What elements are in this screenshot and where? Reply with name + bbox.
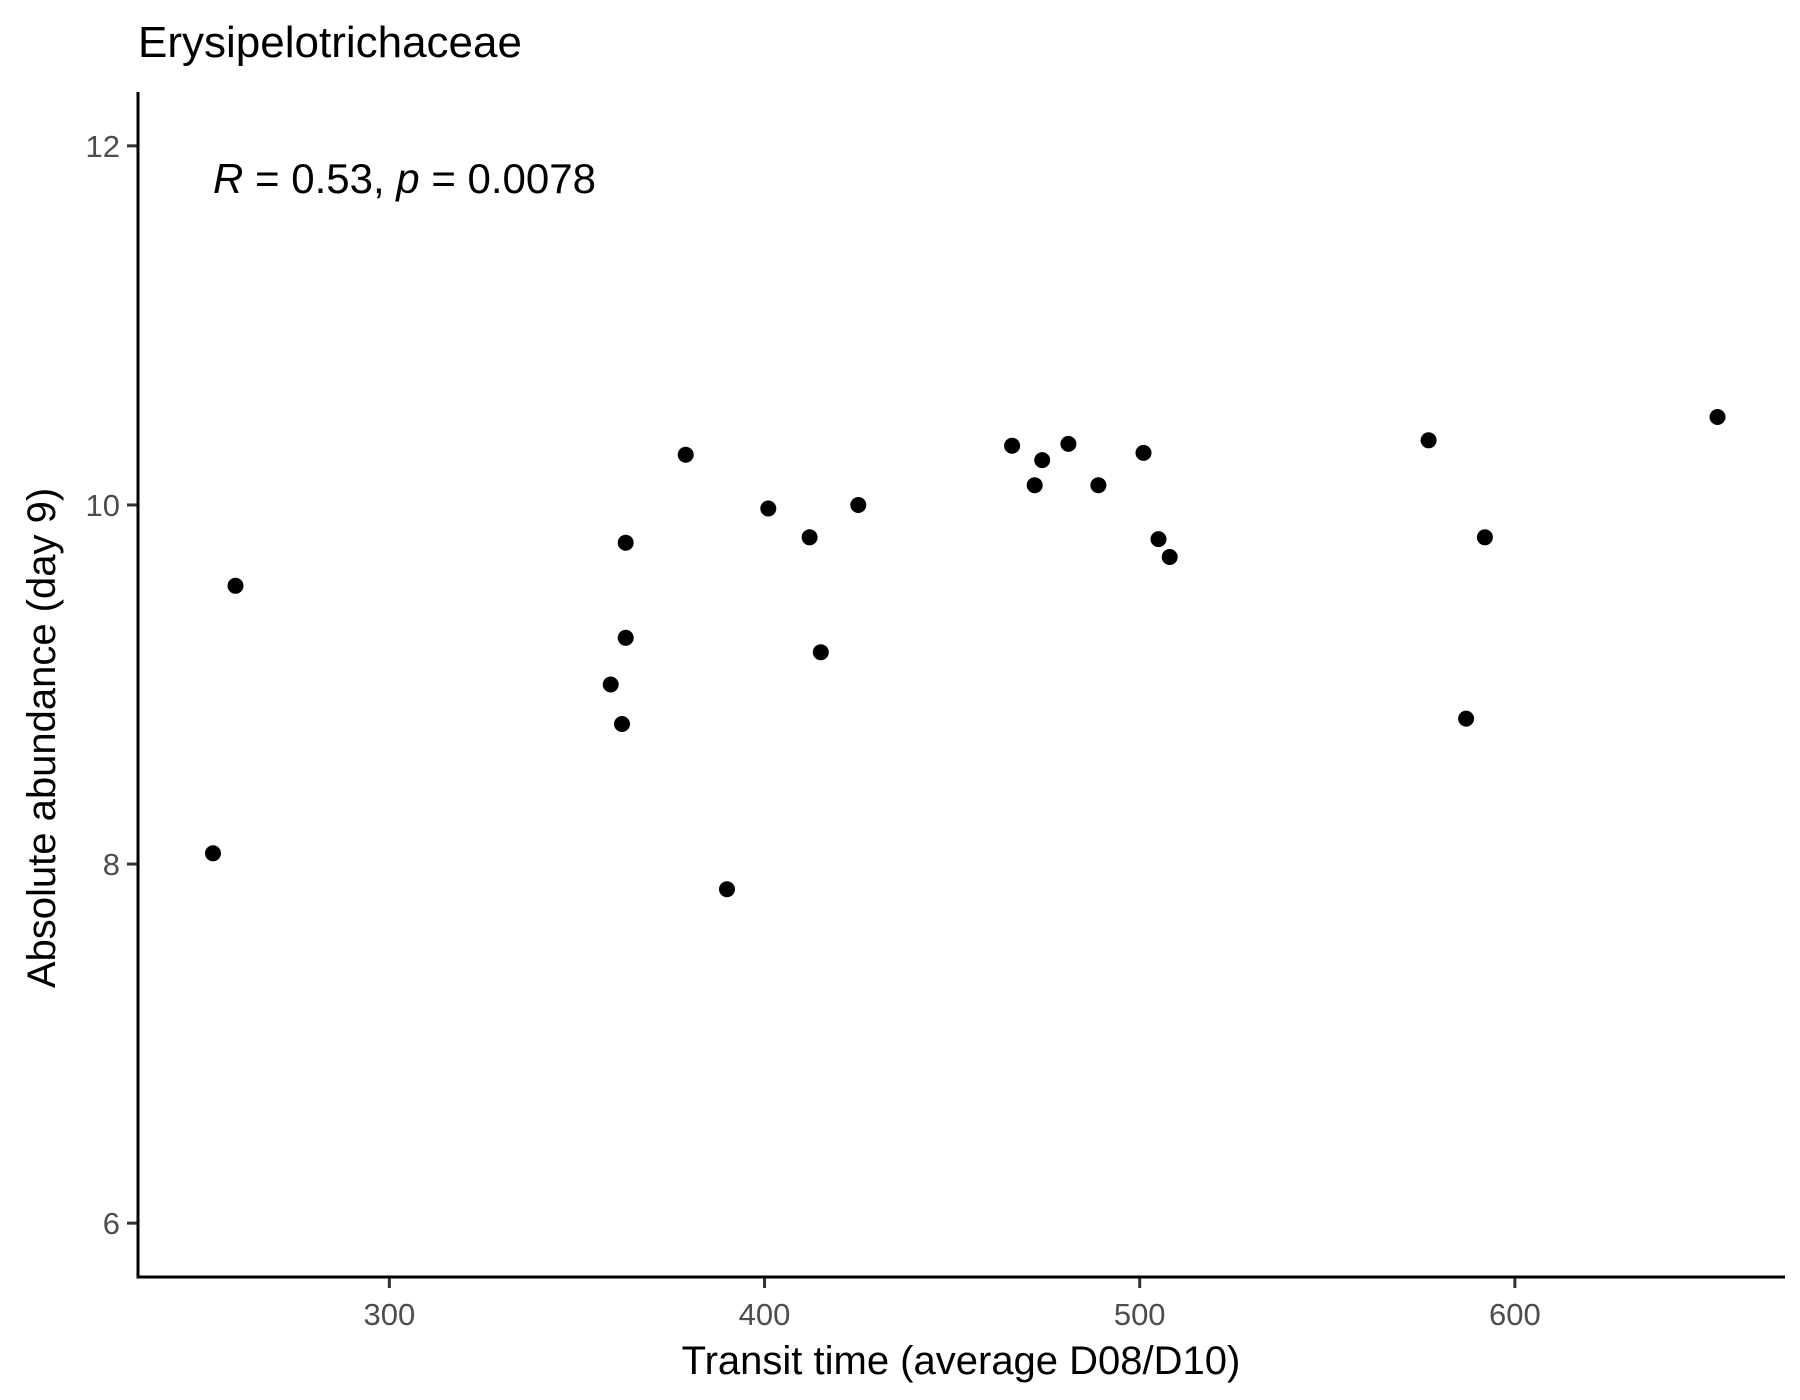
- y-axis-title: Absolute abundance (day 9): [20, 488, 64, 988]
- x-axis-ticks: 300 400 500 600: [363, 1277, 1541, 1332]
- data-point-15: [1034, 452, 1051, 469]
- data-point-8: [719, 881, 735, 898]
- data-point-5: [617, 629, 634, 646]
- y-tick-label: 10: [86, 488, 120, 523]
- y-tick-label: 8: [103, 847, 120, 882]
- r-value: = 0.53,: [243, 155, 396, 202]
- x-tick-label: 500: [1114, 1297, 1166, 1332]
- data-point-24: [1709, 409, 1726, 425]
- data-point-13: [1004, 437, 1021, 454]
- chart-title: Erysipelotrichaceae: [138, 18, 522, 67]
- data-point-19: [1150, 531, 1167, 548]
- x-axis-title: Transit time (average D08/D10): [682, 1339, 1241, 1383]
- data-point-6: [617, 534, 634, 551]
- x-tick-label: 600: [1489, 1297, 1541, 1332]
- data-point-3: [602, 676, 619, 693]
- x-tick-label: 400: [739, 1297, 791, 1332]
- p-value: = 0.0078: [420, 155, 596, 202]
- correlation-annotation: R = 0.53, p = 0.0078: [213, 155, 596, 202]
- data-point-20: [1161, 549, 1178, 565]
- x-tick-label: 300: [363, 1297, 415, 1332]
- data-point-7: [677, 446, 694, 463]
- data-point-21: [1420, 432, 1437, 449]
- y-axis-ticks: 6 8 10 12: [86, 129, 138, 1241]
- p-symbol: p: [394, 155, 419, 202]
- data-point-16: [1060, 435, 1077, 452]
- y-tick-label: 12: [86, 129, 120, 164]
- data-point-9: [760, 500, 777, 517]
- data-points: [205, 409, 1726, 898]
- data-point-2: [227, 577, 244, 594]
- y-tick-label: 6: [103, 1206, 120, 1241]
- data-point-4: [614, 716, 630, 732]
- data-point-23: [1476, 529, 1493, 546]
- r-symbol: R: [213, 155, 243, 202]
- data-point-10: [801, 529, 818, 546]
- data-point-12: [850, 497, 867, 513]
- data-point-17: [1090, 477, 1107, 494]
- data-point-14: [1026, 477, 1043, 494]
- data-point-11: [812, 644, 829, 661]
- data-point-18: [1135, 444, 1152, 461]
- data-point-1: [205, 845, 221, 862]
- data-point-22: [1458, 710, 1475, 727]
